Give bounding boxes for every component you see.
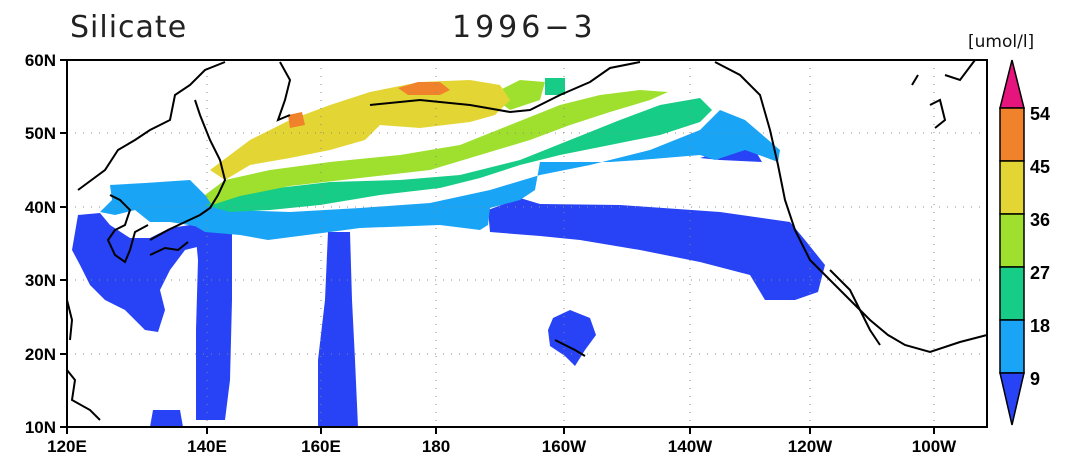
data-fills	[72, 78, 825, 427]
lon-label-160w: 160W	[542, 437, 587, 456]
fill-36-45	[210, 80, 510, 180]
coastlines	[66, 59, 988, 421]
colorbar-label-36: 36	[1030, 210, 1050, 230]
colorbar-label-54: 54	[1030, 104, 1050, 124]
lon-label-100w: 100W	[912, 437, 957, 456]
colorbar-label-18: 18	[1030, 316, 1050, 336]
colorbar: 54 45 36 27 18 9	[999, 59, 1050, 426]
map-frame	[66, 59, 988, 428]
lon-label-160e: 160E	[301, 437, 341, 456]
lon-label-140w: 140W	[668, 437, 713, 456]
lat-label-20n: 20N	[25, 345, 56, 364]
colorbar-segment-45-54	[999, 107, 1025, 162]
fill-below-9	[72, 146, 825, 427]
lat-ticks	[60, 59, 67, 428]
lon-labels: 120E 140E 160E 180 160W 140W 120W 100W	[47, 437, 957, 456]
lat-labels: 60N 50N 40N 30N 20N 10N	[25, 51, 56, 437]
lon-label-120w: 120W	[788, 437, 833, 456]
lat-label-10n: 10N	[25, 418, 56, 437]
fill-18-27	[205, 78, 712, 212]
lat-label-50n: 50N	[25, 124, 56, 143]
lon-label-120e: 120E	[47, 437, 87, 456]
colorbar-segment-36-45	[999, 160, 1025, 215]
lat-label-30n: 30N	[25, 271, 56, 290]
lon-label-180: 180	[422, 437, 450, 456]
lat-label-40n: 40N	[25, 198, 56, 217]
colorbar-top-arrow	[999, 59, 1025, 109]
fill-9-18	[100, 110, 780, 240]
lon-ticks	[66, 427, 935, 434]
variable-title: Silicate	[70, 10, 188, 45]
colorbar-label-45: 45	[1030, 157, 1050, 177]
colorbar-label-27: 27	[1030, 263, 1050, 283]
colorbar-segment-27-36	[999, 213, 1025, 268]
colorbar-segment-9-18	[999, 319, 1025, 374]
lon-label-140e: 140E	[187, 437, 227, 456]
colorbar-segment-18-27	[999, 266, 1025, 321]
colorbar-label-9: 9	[1030, 369, 1040, 389]
colorbar-bottom-arrow	[999, 372, 1025, 426]
fill-45-54	[288, 82, 450, 128]
lat-label-60n: 60N	[25, 51, 56, 70]
units-label: [umol/l]	[968, 32, 1035, 52]
date-title: 1996−3	[452, 10, 597, 45]
